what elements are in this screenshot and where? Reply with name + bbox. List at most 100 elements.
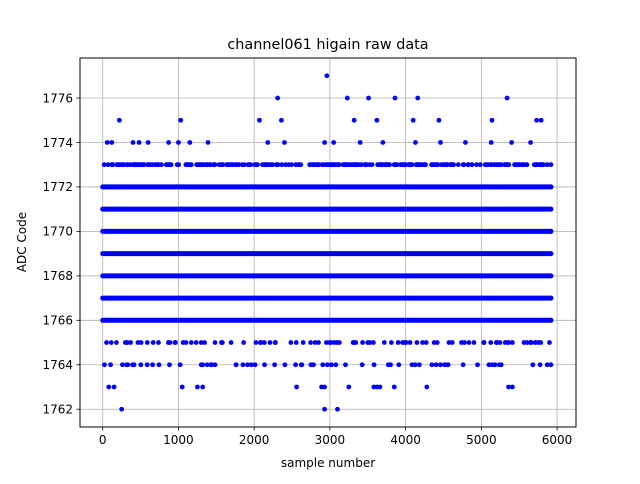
data-point bbox=[415, 95, 421, 101]
data-point bbox=[125, 362, 131, 368]
data-point bbox=[194, 384, 200, 390]
data-point bbox=[322, 406, 327, 412]
data-point bbox=[435, 162, 441, 168]
data-point bbox=[265, 140, 271, 145]
data-point bbox=[200, 362, 206, 368]
data-point bbox=[212, 340, 218, 345]
data-point bbox=[108, 362, 113, 368]
data-point bbox=[240, 362, 246, 368]
data-point bbox=[412, 362, 418, 368]
data-point bbox=[166, 140, 171, 145]
data-point bbox=[324, 73, 330, 79]
data-point bbox=[537, 362, 543, 368]
data-point bbox=[544, 162, 550, 168]
data-point bbox=[204, 362, 210, 368]
data-point bbox=[257, 117, 262, 123]
data-point bbox=[293, 362, 298, 368]
data-point bbox=[173, 340, 178, 345]
y-axis-label: ADC Code bbox=[15, 212, 29, 272]
data-point bbox=[548, 362, 554, 368]
data-point bbox=[183, 340, 189, 345]
data-point bbox=[358, 162, 364, 168]
data-point bbox=[423, 340, 429, 345]
data-point bbox=[486, 362, 492, 368]
data-point bbox=[261, 340, 267, 345]
dense-point-band bbox=[100, 228, 554, 234]
data-point bbox=[320, 362, 326, 368]
data-point bbox=[128, 340, 134, 345]
data-point bbox=[150, 340, 156, 345]
data-point bbox=[156, 340, 161, 345]
data-point bbox=[101, 162, 107, 168]
data-point bbox=[114, 340, 119, 345]
data-point bbox=[433, 362, 439, 368]
data-point bbox=[395, 340, 401, 345]
data-point bbox=[381, 340, 387, 345]
data-point bbox=[322, 140, 327, 145]
data-point bbox=[279, 117, 284, 123]
data-point bbox=[524, 162, 530, 168]
data-point bbox=[344, 95, 350, 101]
data-point bbox=[474, 162, 479, 168]
data-point bbox=[198, 340, 204, 345]
data-point bbox=[177, 362, 183, 368]
data-point bbox=[138, 340, 144, 345]
data-point bbox=[366, 95, 371, 101]
data-point bbox=[331, 140, 337, 145]
data-point bbox=[333, 362, 339, 368]
data-point bbox=[460, 362, 466, 368]
data-point bbox=[416, 362, 422, 368]
data-point bbox=[228, 340, 234, 345]
data-point bbox=[178, 117, 184, 123]
data-point bbox=[282, 140, 287, 145]
data-point bbox=[138, 362, 144, 368]
data-point bbox=[343, 362, 348, 368]
data-point bbox=[236, 162, 242, 168]
data-point bbox=[322, 384, 327, 390]
data-point bbox=[119, 406, 125, 412]
data-point bbox=[438, 362, 443, 368]
data-point bbox=[357, 140, 363, 145]
data-point bbox=[466, 162, 472, 168]
data-point bbox=[462, 340, 467, 345]
x-axis-ticks: 0 1000 2000 3000 4000 5000 6000 bbox=[99, 427, 572, 447]
data-point bbox=[396, 362, 402, 368]
data-point bbox=[475, 362, 480, 368]
data-point bbox=[289, 162, 294, 168]
y-tick-label: 1766 bbox=[42, 314, 73, 328]
data-point bbox=[106, 384, 112, 390]
x-tick-label: 4000 bbox=[390, 433, 421, 447]
data-point bbox=[245, 362, 250, 368]
data-point bbox=[156, 362, 162, 368]
data-point bbox=[461, 162, 467, 168]
data-point bbox=[253, 340, 259, 345]
data-point bbox=[371, 362, 377, 368]
data-point bbox=[262, 362, 267, 368]
data-point bbox=[136, 140, 142, 145]
data-point bbox=[300, 340, 306, 345]
data-point bbox=[335, 406, 340, 412]
data-point bbox=[423, 162, 428, 168]
data-point bbox=[220, 162, 226, 168]
data-point bbox=[492, 362, 498, 368]
data-point bbox=[275, 95, 281, 101]
data-point bbox=[187, 140, 193, 145]
data-point bbox=[176, 140, 181, 145]
x-tick-label: 3000 bbox=[315, 433, 346, 447]
data-point bbox=[279, 162, 285, 168]
data-point bbox=[200, 384, 206, 390]
data-point bbox=[367, 340, 373, 345]
data-point bbox=[293, 340, 299, 345]
data-point bbox=[388, 362, 393, 368]
y-axis-ticks: 1762 1764 1766 1768 1770 1772 1774 1776 bbox=[42, 91, 80, 417]
data-point bbox=[188, 340, 194, 345]
data-point bbox=[233, 362, 239, 368]
y-tick-label: 1772 bbox=[42, 180, 73, 194]
data-point bbox=[158, 162, 164, 168]
data-point bbox=[547, 340, 552, 345]
data-point bbox=[498, 162, 504, 168]
data-point bbox=[124, 340, 130, 345]
data-point bbox=[255, 162, 260, 168]
